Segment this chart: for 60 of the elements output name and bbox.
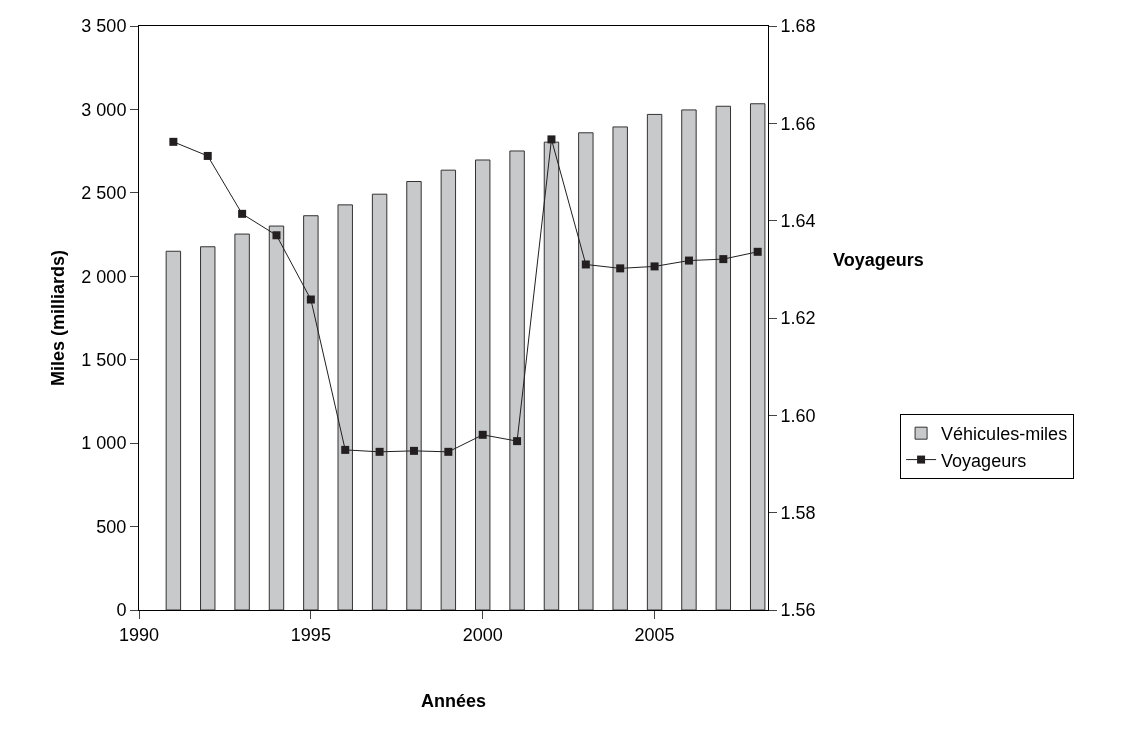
- point: [203, 151, 212, 160]
- point: [547, 135, 556, 144]
- bar: [543, 141, 560, 610]
- bar: [612, 126, 628, 610]
- point: [169, 137, 178, 146]
- point: [238, 209, 247, 218]
- x-tick-label: 1995: [290, 624, 331, 645]
- point: [513, 437, 522, 446]
- point: [375, 447, 384, 456]
- bar: [646, 113, 663, 610]
- point: [616, 264, 625, 273]
- y-axis-title: Miles (milliards): [47, 249, 68, 387]
- bar: [337, 204, 353, 610]
- point: [272, 231, 281, 240]
- y-tick-label: 2 000: [81, 266, 127, 287]
- point: [478, 430, 487, 439]
- bar: [578, 132, 594, 610]
- y2-tick-label: 1.58: [780, 502, 816, 523]
- point: [341, 445, 350, 454]
- x-axis-title: Années: [420, 690, 487, 711]
- y-tick-label: 500: [96, 516, 127, 537]
- point: [684, 256, 693, 265]
- x-tick-label: 2005: [634, 624, 675, 645]
- bar: [165, 250, 182, 610]
- y-tick-label: 3 000: [81, 99, 127, 120]
- x-tick-label: 2000: [462, 624, 503, 645]
- bar: [509, 150, 525, 610]
- y2-axis-title: Voyageurs: [833, 250, 924, 270]
- y-tick-label: 3 500: [81, 16, 127, 37]
- y-tick-label: 0: [116, 600, 127, 621]
- bar: [303, 215, 319, 610]
- point: [444, 447, 453, 456]
- y2-tick-label: 1.60: [780, 405, 816, 426]
- point: [753, 247, 762, 256]
- bar: [749, 103, 766, 610]
- bar: [475, 159, 491, 610]
- y2-tick-label: 1.68: [780, 16, 816, 37]
- x-tick-label: 1990: [118, 624, 160, 645]
- bar: [371, 193, 388, 610]
- bar: [200, 246, 216, 610]
- y-tick-label: 1 000: [81, 433, 127, 454]
- legend-label: Véhicules-miles: [941, 424, 1068, 445]
- y2-tick-label: 1.64: [780, 210, 816, 231]
- bar: [406, 181, 422, 610]
- legend-label: Voyageurs: [941, 450, 1027, 471]
- y-tick-label: 1 500: [81, 350, 127, 371]
- point: [719, 255, 728, 264]
- bar: [268, 225, 285, 610]
- y2-tick-label: 1.66: [780, 113, 816, 134]
- bar: [234, 233, 250, 610]
- point: [306, 295, 315, 304]
- bar: [681, 109, 697, 610]
- y2-tick-label: 1.62: [780, 308, 816, 329]
- point: [650, 262, 659, 271]
- bar: [440, 169, 457, 610]
- bar: [715, 105, 732, 610]
- point: [581, 260, 590, 269]
- y2-tick-label: 1.56: [780, 600, 816, 621]
- y-tick-label: 2 500: [81, 183, 127, 204]
- point: [409, 446, 418, 455]
